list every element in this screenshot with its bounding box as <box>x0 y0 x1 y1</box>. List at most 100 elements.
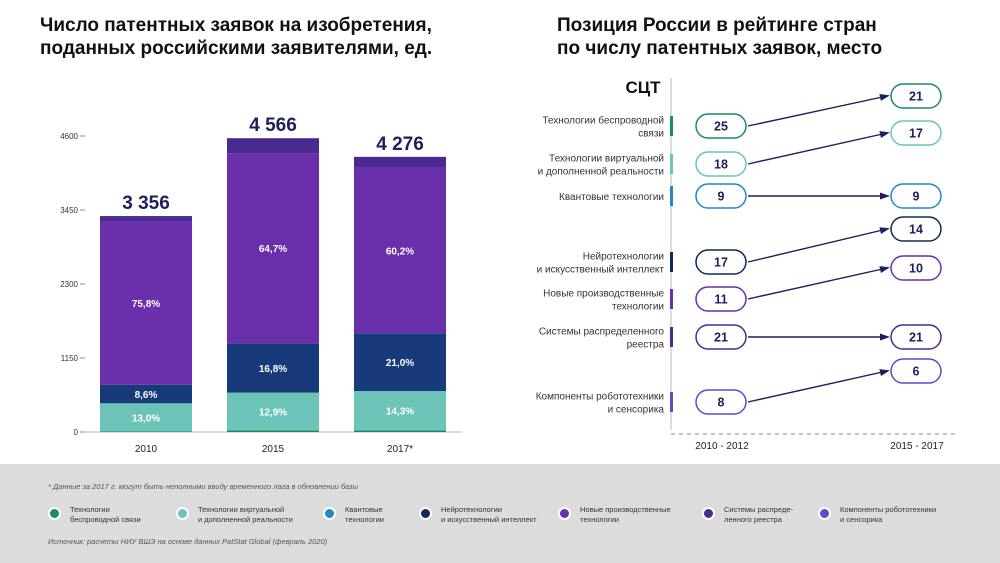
bar-segment <box>100 403 192 432</box>
rank-start-value: 11 <box>714 293 727 307</box>
bar-segment <box>354 430 446 432</box>
rank-start-pill <box>695 389 747 415</box>
period-label-start: 2010 - 2012 <box>695 441 749 452</box>
segment-percent-label: 12,9% <box>259 408 287 419</box>
bar-segment <box>354 167 446 334</box>
legend-label-line: ленного реестра <box>724 514 782 524</box>
category-marker <box>670 392 673 412</box>
rank-change-arrow <box>747 370 888 403</box>
arrow-head <box>880 333 890 341</box>
legend-item: Системы распреде-ленного реестра <box>702 505 834 524</box>
left-title-line: Число патентных заявок на изобретения, <box>40 15 432 36</box>
legend-label-line: Новые производственные <box>580 505 671 514</box>
rank-end-pill <box>890 120 942 146</box>
x-category-label: 2017* <box>387 444 413 455</box>
bar-segment <box>100 221 192 385</box>
footnote: * Данные за 2017 г. могут быть неполными… <box>48 482 359 491</box>
category-marker <box>670 252 673 272</box>
rank-start-pill <box>695 249 747 275</box>
legend-label-line: Технологии виртуальной <box>198 505 285 514</box>
category-label: реестра <box>627 340 665 351</box>
legend-dot-icon <box>818 507 831 520</box>
legend-item: Технологии беспроводной связи <box>48 505 180 524</box>
y-tick-label: 2300 <box>60 280 78 289</box>
category-marker <box>670 186 673 206</box>
footer-panel: * Данные за 2017 г. могут быть неполными… <box>0 464 1000 563</box>
legend-dot-icon <box>176 507 189 520</box>
legend-label-line: Технологии <box>70 505 110 514</box>
legend-label-line: Квантовые <box>345 505 383 514</box>
legend-label: Компоненты робототехники и сенсорика <box>840 505 950 524</box>
legend-dot-icon <box>323 507 336 520</box>
category-label: и искусственный интеллект <box>537 265 665 276</box>
legend-label: Системы распреде-ленного реестра <box>724 505 834 524</box>
category-label: Квантовые технологии <box>559 192 664 203</box>
category-label: и сенсорика <box>608 405 665 416</box>
legend-label-line: и сенсорика <box>840 514 883 524</box>
rank-end-pill <box>890 324 942 350</box>
right-title-line: по числу патентных заявок, место <box>557 38 883 59</box>
rank-end-value: 10 <box>909 262 923 276</box>
rank-start-pill <box>695 151 747 177</box>
legend-item: Нейротехнологии и искусственный интеллект <box>419 505 551 524</box>
bar-segment <box>354 391 446 431</box>
bar-total-label: 4 276 <box>376 134 424 155</box>
bar-segment <box>227 138 319 154</box>
legend-item: Технологии виртуальной и дополненной реал… <box>176 505 308 524</box>
rank-start-value: 17 <box>714 256 728 270</box>
rank-change-arrow <box>747 267 888 300</box>
legend-dot-icon <box>558 507 571 520</box>
category-label: Технологии беспроводной <box>542 115 664 127</box>
bar-segment <box>227 153 319 344</box>
right-chart-title: Позиция России в рейтинге стран по числу… <box>557 14 977 60</box>
source-note: Источник: расчеты НИУ ВШЭ на основе данн… <box>48 537 328 546</box>
bar-segment <box>354 156 446 168</box>
category-marker <box>670 327 673 347</box>
legend-label-line: Системы распреде- <box>724 505 793 514</box>
legend-item: Новые производственные технологии <box>558 505 690 524</box>
legend-label-line: технологии <box>345 514 385 524</box>
category-marker <box>670 154 673 174</box>
rank-start-value: 25 <box>714 120 728 134</box>
rank-change-arrow <box>747 132 888 165</box>
legend-label: Технологии виртуальной и дополненной реал… <box>198 505 308 524</box>
segment-percent-label: 14,3% <box>386 407 414 418</box>
segment-percent-label: 60,2% <box>386 246 414 257</box>
arrow-head <box>879 131 890 138</box>
rank-start-value: 9 <box>718 190 725 204</box>
legend-label-line: и дополненной реальности <box>198 514 293 524</box>
segment-percent-label: 13,0% <box>132 413 160 424</box>
segment-percent-label: 75,8% <box>132 299 160 310</box>
legend-label-line: технологии <box>580 514 620 524</box>
arrow-head <box>879 369 890 376</box>
arrow-head <box>879 227 890 235</box>
rank-end-pill <box>890 183 942 209</box>
category-label: и дополненной реальности <box>538 167 664 178</box>
rank-end-value: 9 <box>913 190 920 204</box>
y-tick-label: 1150 <box>61 354 79 363</box>
legend-label-line: беспроводной связи <box>70 514 141 524</box>
category-label: Системы распределенного <box>539 327 665 338</box>
rank-end-pill <box>890 255 942 281</box>
segment-percent-label: 8,6% <box>135 390 158 401</box>
right-title-line: Позиция России в рейтинге стран <box>557 15 877 36</box>
bar-segment <box>100 384 192 404</box>
legend-dot-icon <box>702 507 715 520</box>
y-tick-label: 4600 <box>60 132 78 141</box>
bar-total-label: 3 356 <box>122 193 170 214</box>
category-label: Компоненты робототехники <box>536 391 664 403</box>
segment-percent-label: 16,8% <box>259 364 287 375</box>
rank-end-pill <box>890 358 942 384</box>
legend-dot-icon <box>419 507 432 520</box>
bar-segment <box>227 392 319 431</box>
rank-start-value: 18 <box>714 158 728 172</box>
rank-start-pill <box>695 183 747 209</box>
legend-label: Квантовые технологии <box>345 505 455 524</box>
rank-start-pill <box>695 286 747 312</box>
rank-end-value: 14 <box>909 223 923 237</box>
rank-change-arrow <box>747 95 888 127</box>
y-tick-label: 0 <box>74 428 79 437</box>
legend-label-line: Нейротехнологии <box>441 505 502 514</box>
rank-end-value: 17 <box>909 127 923 141</box>
rank-end-value: 21 <box>909 331 923 345</box>
